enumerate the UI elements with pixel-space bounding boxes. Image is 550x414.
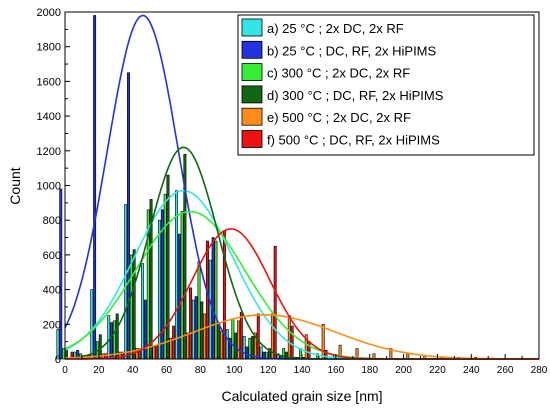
legend-label: c) 300 °C ; 2x DC, 2x RF: [267, 66, 410, 81]
bar: [273, 245, 277, 360]
legend-swatch: [241, 63, 263, 81]
bar: [115, 313, 119, 360]
bar: [282, 348, 286, 360]
legend-swatch: [241, 130, 263, 148]
x-tick-label: 0: [62, 365, 68, 376]
legend-swatch: [241, 40, 263, 59]
bar: [220, 330, 224, 360]
bar: [256, 313, 260, 360]
x-tick-label: 160: [328, 365, 345, 376]
bar: [155, 344, 159, 360]
y-tick-label: 1800: [37, 42, 61, 54]
bar: [211, 237, 215, 360]
x-tick-label: 60: [161, 365, 173, 376]
bar: [141, 263, 145, 360]
y-axis-label: Count: [7, 167, 23, 204]
x-tick-label: 40: [127, 365, 139, 376]
y-tick-label: 2000: [37, 7, 61, 19]
bar: [231, 318, 235, 360]
y-tick-label: 400: [43, 285, 61, 297]
x-ticks-layer: 0 20 40 60 80 100 120 140 160 180 200 220 240 260 280: [62, 354, 548, 376]
bar: [208, 259, 212, 360]
bar: [172, 325, 176, 360]
x-tick-label: 120: [260, 365, 277, 376]
legend-swatch: [241, 85, 263, 104]
bar: [124, 204, 128, 360]
bar: [158, 219, 161, 360]
x-tick-label: 200: [395, 365, 412, 376]
y-tick-label: 1200: [37, 146, 61, 158]
bar: [290, 325, 294, 360]
bar: [197, 261, 201, 360]
y-tick-label: 200: [43, 319, 61, 331]
legend-label: f) 500 °C ; DC, RF, 2x HiPIMS: [267, 133, 440, 148]
x-tick-label: 280: [531, 365, 548, 376]
y-tick-label: 1000: [37, 181, 61, 193]
bar: [321, 323, 325, 360]
y-tick-label: 800: [43, 215, 61, 227]
legend-box: [237, 14, 535, 156]
x-tick-label: 180: [361, 365, 378, 376]
bar: [285, 351, 288, 360]
legend-label: e) 500 °C ; 2x DC, 2x RF: [267, 110, 411, 125]
bar: [56, 329, 60, 360]
y-tick-label: 0: [55, 354, 61, 366]
bar: [217, 322, 221, 360]
bar: [107, 315, 111, 360]
bar: [191, 299, 195, 360]
bar: [189, 287, 193, 360]
bar: [177, 233, 181, 360]
bar: [132, 249, 136, 360]
bar: [203, 313, 207, 360]
legend-swatch: [241, 107, 263, 126]
y-tick-label: 1600: [37, 76, 61, 88]
bar: [206, 240, 209, 360]
fit-curve: [64, 210, 539, 360]
bar: [225, 329, 229, 360]
bar: [222, 230, 226, 360]
bar: [129, 254, 133, 360]
y-tick-label: 600: [43, 250, 61, 262]
bar: [214, 240, 218, 360]
y-tick-label: 1400: [37, 111, 61, 123]
bar: [143, 299, 147, 360]
legend-swatch: [241, 18, 263, 37]
bar: [152, 346, 156, 360]
bar: [59, 188, 63, 360]
bar: [307, 341, 311, 360]
bar: [166, 174, 170, 360]
bar: [287, 315, 291, 360]
fit-curve: [65, 228, 539, 360]
x-tick-label: 140: [294, 365, 311, 376]
bar: [90, 289, 94, 360]
x-tick-label: 240: [463, 365, 480, 376]
x-tick-label: 100: [226, 365, 243, 376]
bar: [163, 193, 167, 360]
legend-label: a) 25 °C ; 2x DC, 2x RF: [267, 21, 404, 36]
bar: [186, 332, 190, 360]
bar: [237, 320, 240, 360]
bar: [112, 320, 116, 360]
legend-label: b) 25 °C ; DC, RF, 2x HiPIMS: [267, 43, 437, 58]
y-ticks-layer: 0 200 400 600 800 1000 1200 1400 1600 1800 2000: [37, 7, 70, 366]
x-tick-label: 220: [429, 365, 446, 376]
legend: a) 25 °C ; 2x DC, 2x RF b) 25 °C ; DC, RF…: [237, 14, 535, 156]
bar: [245, 346, 249, 360]
bar: [200, 301, 204, 360]
bar: [93, 15, 97, 360]
bar: [62, 348, 66, 360]
bar: [194, 296, 198, 360]
x-tick-label: 260: [497, 365, 514, 376]
x-tick-label: 80: [195, 365, 207, 376]
bar: [242, 336, 246, 360]
bar: [127, 72, 130, 360]
x-tick-label: 20: [93, 365, 105, 376]
x-axis-label: Calculated grain size [nm]: [221, 388, 382, 404]
legend-label: d) 300 °C ; DC, RF, 2x HiPIMS: [267, 88, 444, 103]
bar: [110, 322, 114, 360]
